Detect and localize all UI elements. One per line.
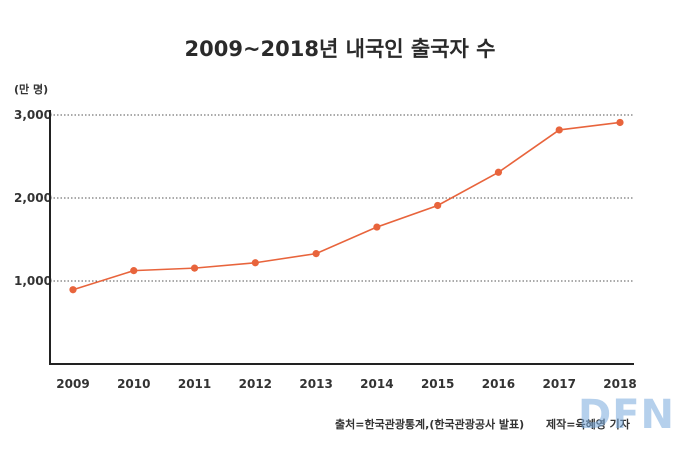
data-point (69, 286, 77, 294)
x-tick-label: 2010 (117, 377, 150, 391)
credit-note: 제작=육혜영 기자 (546, 417, 631, 431)
dfn-watermark-logo: DFN (578, 392, 675, 438)
data-point (190, 264, 199, 272)
grid-lines (50, 114, 634, 282)
y-tick-label: 2,000 (14, 191, 52, 205)
x-tick-label: 2011 (178, 377, 211, 391)
data-point (555, 126, 563, 134)
x-tick-label: 2013 (299, 377, 332, 391)
data-point (373, 223, 381, 231)
data-point (251, 259, 259, 267)
y-tick-label: 3,000 (14, 108, 52, 122)
y-tick-label: 1,000 (14, 274, 52, 288)
x-tick-label: 2017 (543, 377, 576, 391)
x-tick-labels: 2009 2010 2011 2012 2013 2014 2015 2016 2017 2018 (56, 377, 636, 391)
data-points (69, 118, 624, 294)
series-line (72, 121, 621, 291)
data-point (494, 168, 503, 176)
chart-title: 2009~2018년 내국인 출국자 수 (185, 37, 496, 61)
y-tick-labels: 1,000 2,000 3,000 (14, 108, 52, 288)
x-tick-label: 2018 (603, 377, 636, 391)
source-note: 출처=한국관광통계,(한국관광공사 발표) (335, 417, 524, 431)
data-point (616, 118, 624, 127)
data-point (130, 267, 138, 275)
x-tick-label: 2012 (239, 377, 272, 391)
x-tick-label: 2014 (360, 377, 393, 391)
y-unit-label: (만 명) (14, 82, 48, 96)
x-tick-label: 2009 (56, 377, 89, 391)
x-tick-label: 2016 (482, 377, 515, 391)
data-point (312, 250, 320, 258)
data-point (434, 201, 442, 210)
x-tick-label: 2015 (421, 377, 454, 391)
